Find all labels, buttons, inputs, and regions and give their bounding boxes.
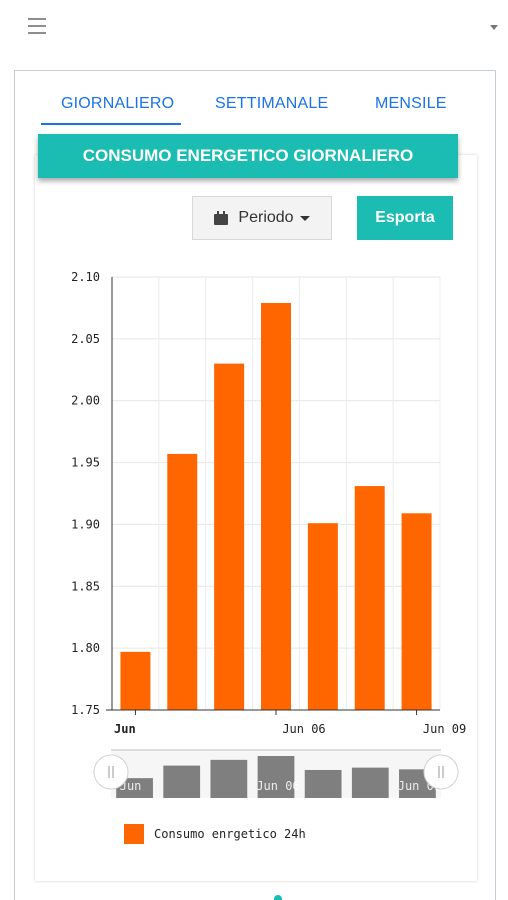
bar-jun-09 <box>401 513 432 710</box>
y-tick-label: 1.85 <box>71 579 100 593</box>
period-dropdown-button[interactable]: Periodo <box>192 196 332 240</box>
hamburger-icon[interactable] <box>28 18 46 34</box>
y-tick-label: 2.10 <box>71 270 100 284</box>
bar-jun-03 <box>120 651 151 710</box>
bar-jun-04 <box>167 453 198 710</box>
navigator-bar <box>210 759 248 798</box>
active-tab-indicator <box>41 123 181 125</box>
card-title-banner: CONSUMO ENERGETICO GIORNALIERO <box>38 134 458 178</box>
legend-swatch <box>124 824 144 844</box>
y-tick-label: 1.80 <box>71 641 100 655</box>
bottom-indicator <box>274 895 282 900</box>
y-tick-label: 1.75 <box>71 703 100 717</box>
navigator-bar <box>304 769 342 798</box>
navigator-label: Jun 06 <box>256 779 299 793</box>
navigator-bar <box>351 767 389 798</box>
card-title: CONSUMO ENERGETICO GIORNALIERO <box>82 146 414 165</box>
navigator-bar <box>163 765 201 798</box>
bar-jun-08 <box>354 486 385 710</box>
x-tick-label: Jun 09 <box>423 722 466 736</box>
navigator-handle-left[interactable] <box>93 754 129 790</box>
y-tick-label: 1.90 <box>71 517 100 531</box>
tab-settimanale[interactable]: SETTIMANALE <box>215 95 329 112</box>
x-tick-label: Jun <box>114 722 136 736</box>
legend-label: Consumo enrgetico 24h <box>154 827 306 841</box>
calendar-icon <box>214 211 229 225</box>
bar-jun-06 <box>261 302 291 710</box>
tab-mensile[interactable]: MENSILE <box>375 95 447 112</box>
top-bar <box>0 0 508 58</box>
tab-giornaliero[interactable]: GIORNALIERO <box>61 95 175 112</box>
export-button[interactable]: Esporta <box>357 196 453 240</box>
y-tick-label: 2.00 <box>71 394 100 408</box>
navigator-label: Jun <box>120 779 142 793</box>
period-label: Periodo <box>238 209 294 226</box>
navigator-handle-right[interactable] <box>423 754 459 790</box>
bar-jun-07 <box>307 523 338 710</box>
y-tick-label: 1.95 <box>71 456 100 470</box>
chevron-down-icon <box>299 215 310 221</box>
navigator-bar <box>257 756 295 798</box>
caret-down-icon[interactable] <box>490 25 498 30</box>
tab-bar: GIORNALIERO SETTIMANALE MENSILE <box>41 85 481 125</box>
navigator-bar <box>116 778 153 798</box>
chart-legend[interactable]: Consumo enrgetico 24h <box>124 824 306 844</box>
bar-jun-05 <box>214 363 245 710</box>
y-tick-label: 2.05 <box>71 332 100 346</box>
x-tick-label: Jun 06 <box>282 722 325 736</box>
